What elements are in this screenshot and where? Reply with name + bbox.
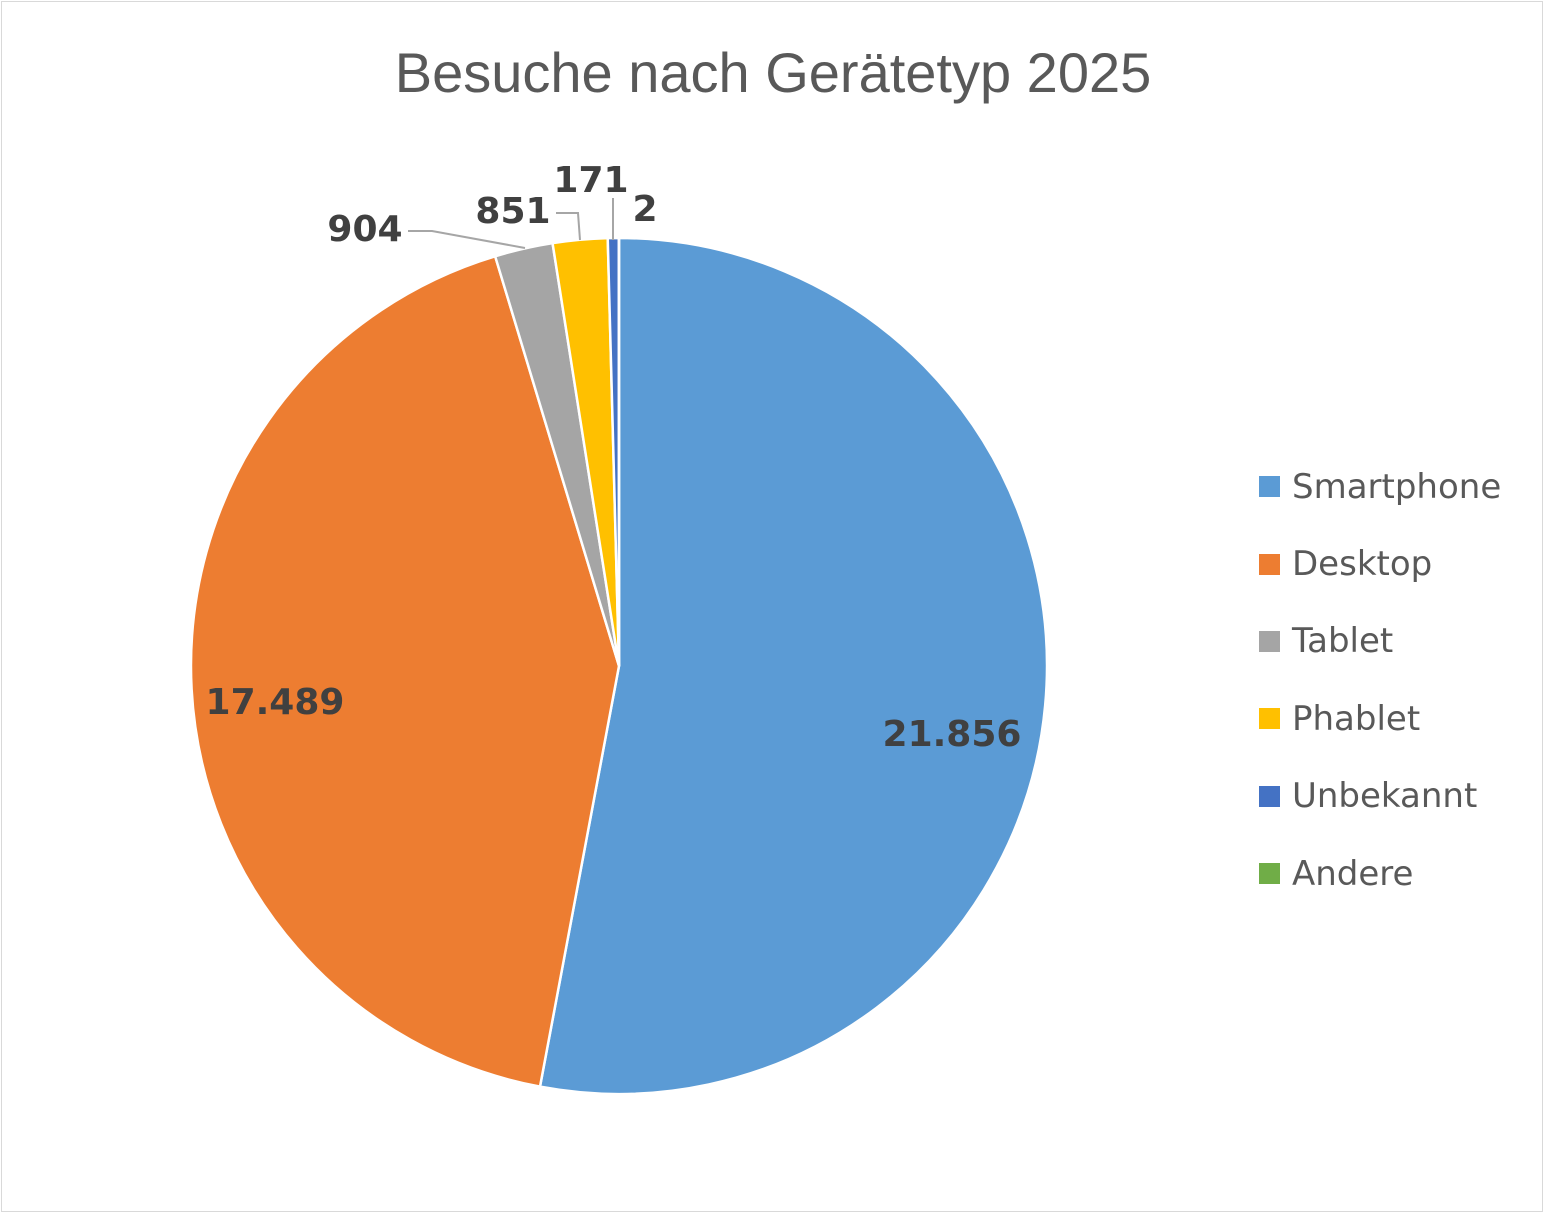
legend-item-tablet: Tablet	[1259, 603, 1501, 680]
legend-item-desktop: Desktop	[1259, 525, 1501, 602]
legend-label: Phablet	[1292, 698, 1421, 739]
legend-label: Andere	[1292, 853, 1414, 894]
data-label-unbekannt: 171	[553, 160, 628, 201]
legend-label: Tablet	[1292, 621, 1394, 662]
chart-title: Besuche nach Gerätetyp 2025	[394, 41, 1152, 104]
leader-line-phablet	[556, 212, 581, 241]
data-label-smartphone: 21.856	[883, 714, 1022, 755]
legend-swatch	[1259, 630, 1280, 652]
legend-swatch	[1259, 708, 1280, 730]
legend-label: Desktop	[1292, 544, 1433, 585]
data-label-tablet: 904	[327, 209, 402, 250]
pie-slice-smartphone	[538, 236, 1049, 1096]
pie-slice-desktop	[189, 254, 621, 1089]
legend-item-smartphone: Smartphone	[1259, 448, 1501, 525]
legend-item-andere: Andere	[1259, 835, 1501, 912]
legend-label: Unbekannt	[1292, 776, 1478, 817]
leader-line-tablet	[408, 230, 526, 249]
data-label-andere: 2	[632, 189, 657, 230]
legend-swatch	[1259, 785, 1280, 807]
legend-swatch	[1259, 863, 1280, 885]
legend-label: Smartphone	[1292, 466, 1502, 507]
legend-item-phablet: Phablet	[1259, 680, 1501, 757]
legend: Smartphone Desktop Tablet Phablet Unbekannt A…	[1259, 448, 1501, 912]
data-label-desktop: 17.489	[206, 682, 345, 723]
legend-item-unbekannt: Unbekannt	[1259, 758, 1501, 835]
legend-swatch	[1259, 553, 1280, 575]
data-label-phablet: 851	[475, 191, 550, 232]
legend-swatch	[1259, 476, 1280, 498]
